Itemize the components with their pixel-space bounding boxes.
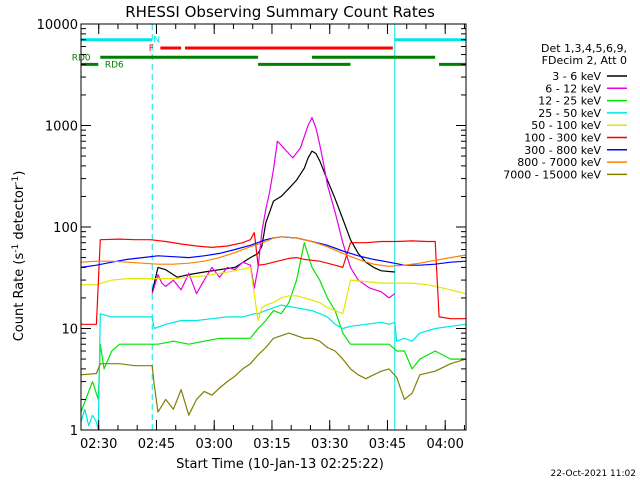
- y-tick-label-4: 10000: [37, 18, 78, 33]
- flag-label-1: F: [149, 44, 154, 54]
- y-tick-label-0: 1: [70, 424, 78, 439]
- x-tick-label-2: 03:00: [195, 437, 232, 452]
- flag-label-3: RD6: [105, 60, 124, 70]
- y-tick-label-2: 100: [53, 221, 78, 236]
- series-line-2: [80, 242, 466, 413]
- x-tick-label-4: 03:30: [311, 437, 348, 452]
- legend-entry-label-4: 50 - 100 keV: [531, 119, 601, 132]
- series-line-7: [80, 236, 467, 267]
- legend-entry-label-2: 12 - 25 keV: [538, 95, 601, 108]
- legend-entry-label-6: 300 - 800 keV: [524, 144, 601, 157]
- y-axis-label: Count Rate (s-1 detector-1): [11, 171, 27, 342]
- flag-label-0: N: [153, 36, 160, 46]
- series-line-1: [151, 116, 396, 299]
- legend: Det 1,3,4,5,6,9,FDecim 2, Att 0 3 - 6 keV…: [503, 42, 627, 181]
- x-tick-label-1: 02:45: [138, 437, 175, 452]
- legend-entry-label-8: 7000 - 15000 keV: [503, 168, 601, 181]
- series-line-5: [81, 232, 466, 325]
- y-tick-label-3: 1000: [45, 120, 78, 135]
- legend-entry-label-0: 3 - 6 keV: [552, 70, 601, 83]
- y-tick-label-1: 10: [61, 323, 78, 338]
- x-tick-label-6: 04:00: [426, 437, 463, 452]
- footer-timestamp: 22-Oct-2021 11:02: [551, 469, 636, 479]
- legend-entry-label-1: 6 - 12 keV: [545, 82, 601, 95]
- chart-title: RHESSI Observing Summary Count Rates: [125, 3, 435, 21]
- series-line-0: [151, 150, 395, 292]
- x-tick-label-5: 03:45: [369, 437, 406, 452]
- legend-entry-label-3: 25 - 50 keV: [538, 107, 601, 120]
- legend-header-0: Det 1,3,4,5,6,9,: [541, 42, 627, 55]
- x-axis-label: Start Time (10-Jan-13 02:25:22): [176, 457, 384, 472]
- legend-header-1: FDecim 2, Att 0: [542, 54, 627, 67]
- legend-entry-label-7: 800 - 7000 keV: [517, 156, 601, 169]
- x-tick-label-3: 03:15: [253, 437, 290, 452]
- series-line-4: [81, 266, 467, 322]
- series-line-3: [80, 304, 467, 431]
- legend-entry-label-5: 100 - 300 keV: [524, 132, 601, 145]
- x-tick-label-0: 02:30: [80, 437, 117, 452]
- series-line-8: [80, 332, 467, 416]
